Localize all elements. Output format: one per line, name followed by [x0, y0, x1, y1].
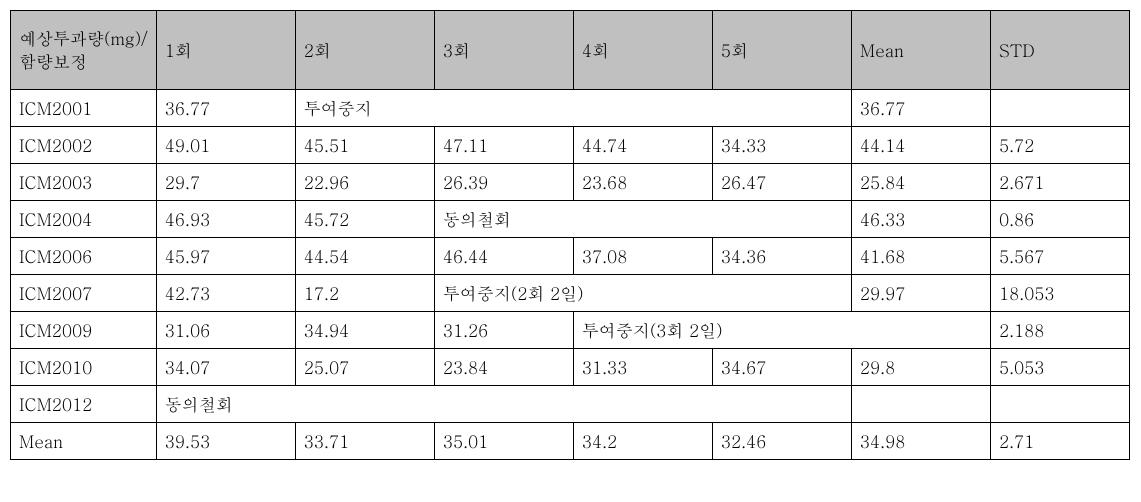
- table-row: ICM200645.9744.5446.4437.0834.3641.685.5…: [11, 238, 1130, 275]
- col-header-5: 5회: [712, 11, 851, 90]
- cell: 44.74: [573, 127, 712, 164]
- table-row: ICM201034.0725.0723.8431.3334.6729.85.05…: [11, 349, 1130, 386]
- cell: 39.53: [156, 423, 295, 460]
- cell: 49.01: [156, 127, 295, 164]
- cell: 34.07: [156, 349, 295, 386]
- cell: 32.46: [712, 423, 851, 460]
- row-label: ICM2001: [11, 90, 157, 127]
- cell: 36.77: [851, 90, 990, 127]
- data-table: 예상투과량(mg)/함량보정 1회 2회 3회 4회 5회 Mean STD I…: [10, 10, 1130, 460]
- cell: 18.053: [990, 275, 1129, 312]
- cell: 17.2: [295, 275, 434, 312]
- cell: 26.47: [712, 164, 851, 201]
- cell: 0.86: [990, 201, 1129, 238]
- cell: 5.72: [990, 127, 1129, 164]
- cell: 동의철회: [156, 386, 851, 423]
- cell: 5.567: [990, 238, 1129, 275]
- row-label: ICM2003: [11, 164, 157, 201]
- cell: 25.84: [851, 164, 990, 201]
- cell: 34.98: [851, 423, 990, 460]
- cell: [851, 386, 990, 423]
- header-row: 예상투과량(mg)/함량보정 1회 2회 3회 4회 5회 Mean STD: [11, 11, 1130, 90]
- table-row: ICM200329.722.9626.3923.6826.4725.842.67…: [11, 164, 1130, 201]
- cell: 투여중지: [295, 90, 851, 127]
- cell: 34.94: [295, 312, 434, 349]
- row-label: ICM2002: [11, 127, 157, 164]
- cell: 22.96: [295, 164, 434, 201]
- cell: [990, 386, 1129, 423]
- cell: 47.11: [434, 127, 573, 164]
- cell: 26.39: [434, 164, 573, 201]
- cell: 2.671: [990, 164, 1129, 201]
- cell: 44.54: [295, 238, 434, 275]
- table-row: Mean39.5333.7135.0134.232.4634.982.71: [11, 423, 1130, 460]
- cell: 45.72: [295, 201, 434, 238]
- cell: 34.67: [712, 349, 851, 386]
- cell: 2.188: [990, 312, 1129, 349]
- table-row: ICM200136.77투여중지36.77: [11, 90, 1130, 127]
- col-header-label: 예상투과량(mg)/함량보정: [11, 11, 157, 90]
- table-header: 예상투과량(mg)/함량보정 1회 2회 3회 4회 5회 Mean STD: [11, 11, 1130, 90]
- cell: 투여중지(3회 2일): [573, 312, 990, 349]
- col-header-3: 3회: [434, 11, 573, 90]
- cell: 46.93: [156, 201, 295, 238]
- table-row: ICM200931.0634.9431.26투여중지(3회 2일)2.188: [11, 312, 1130, 349]
- cell: 25.07: [295, 349, 434, 386]
- cell: 31.33: [573, 349, 712, 386]
- cell: 29.97: [851, 275, 990, 312]
- col-header-1: 1회: [156, 11, 295, 90]
- row-label: ICM2007: [11, 275, 157, 312]
- row-label: ICM2009: [11, 312, 157, 349]
- cell: 투여중지(2회 2일): [434, 275, 851, 312]
- cell: 29.7: [156, 164, 295, 201]
- col-header-2: 2회: [295, 11, 434, 90]
- cell: 44.14: [851, 127, 990, 164]
- col-header-std: STD: [990, 11, 1129, 90]
- row-label: Mean: [11, 423, 157, 460]
- cell: 37.08: [573, 238, 712, 275]
- col-header-4: 4회: [573, 11, 712, 90]
- col-header-mean: Mean: [851, 11, 990, 90]
- row-label: ICM2010: [11, 349, 157, 386]
- cell: 46.44: [434, 238, 573, 275]
- cell: 29.8: [851, 349, 990, 386]
- cell: 46.33: [851, 201, 990, 238]
- cell: 33.71: [295, 423, 434, 460]
- row-label: ICM2006: [11, 238, 157, 275]
- table-row: ICM200742.7317.2투여중지(2회 2일)29.9718.053: [11, 275, 1130, 312]
- table-row: ICM2012동의철회: [11, 386, 1130, 423]
- cell: 31.06: [156, 312, 295, 349]
- cell: 41.68: [851, 238, 990, 275]
- row-label: ICM2004: [11, 201, 157, 238]
- cell: 2.71: [990, 423, 1129, 460]
- cell: 동의철회: [434, 201, 851, 238]
- cell: 45.97: [156, 238, 295, 275]
- cell: 42.73: [156, 275, 295, 312]
- cell: 23.84: [434, 349, 573, 386]
- cell: 35.01: [434, 423, 573, 460]
- cell: 5.053: [990, 349, 1129, 386]
- table-body: ICM200136.77투여중지36.77ICM200249.0145.5147…: [11, 90, 1130, 460]
- cell: 34.36: [712, 238, 851, 275]
- cell: 36.77: [156, 90, 295, 127]
- cell: [990, 90, 1129, 127]
- row-label: ICM2012: [11, 386, 157, 423]
- cell: 34.2: [573, 423, 712, 460]
- cell: 23.68: [573, 164, 712, 201]
- table-row: ICM200446.9345.72동의철회46.330.86: [11, 201, 1130, 238]
- table-row: ICM200249.0145.5147.1144.7434.3344.145.7…: [11, 127, 1130, 164]
- cell: 45.51: [295, 127, 434, 164]
- cell: 34.33: [712, 127, 851, 164]
- cell: 31.26: [434, 312, 573, 349]
